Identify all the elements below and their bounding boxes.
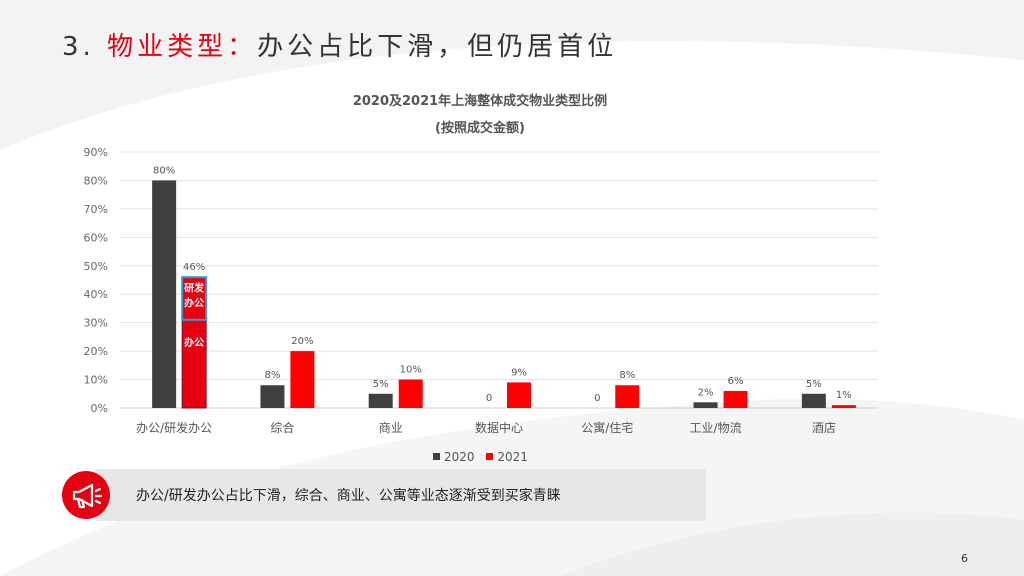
megaphone-icon (62, 471, 110, 519)
title-accent: 物业类型： (107, 32, 258, 62)
bar (801, 393, 826, 408)
x-tick-label: 综合 (270, 420, 294, 435)
y-tick-label: 40% (84, 288, 108, 301)
page-number: 6 (961, 552, 968, 565)
data-label: 2% (698, 387, 714, 398)
chart-title: 2020及2021年上海整体成交物业类型比例 (352, 94, 608, 109)
y-tick-label: 30% (84, 317, 108, 330)
takeaway-banner: 办公/研发办公占比下滑，综合、商业、公寓等业态逐渐受到买家青睐 (96, 469, 706, 521)
data-label: 0 (594, 393, 600, 404)
chart-subtitle: (按照成交金额) (435, 121, 525, 136)
legend-swatch-2021 (486, 453, 494, 460)
legend-label-2021: 2021 (497, 450, 528, 464)
x-tick-label: 酒店 (812, 421, 836, 435)
data-label: 8% (619, 370, 635, 381)
data-label: 9% (511, 367, 527, 378)
bar (723, 390, 748, 408)
y-tick-label: 10% (84, 374, 108, 387)
bar (615, 385, 640, 408)
x-tick-label: 办公/研发办公 (136, 420, 212, 435)
bar-segment-label: 研发 (184, 281, 205, 294)
bar (507, 382, 531, 408)
bar (260, 385, 285, 408)
data-label: 1% (836, 390, 852, 401)
data-label: 6% (728, 376, 744, 387)
x-tick-label: 商业 (379, 420, 403, 435)
data-label: 8% (264, 370, 280, 381)
bar-segment (181, 276, 208, 321)
data-label: 20% (291, 336, 313, 347)
bar-segment (181, 319, 207, 409)
data-label: 10% (400, 365, 422, 376)
bar (368, 393, 393, 408)
chart-legend: 2020 2021 (433, 450, 536, 464)
y-tick-label: 0% (91, 402, 108, 415)
legend-item-2021: 2021 (486, 450, 528, 464)
bar-segment-label: 办公 (184, 296, 204, 309)
title-rest: 办公占比下滑，但仍居首位 (257, 32, 618, 62)
bar (831, 405, 856, 408)
y-tick-label: 90% (84, 146, 108, 159)
data-label: 46% (183, 262, 205, 273)
data-label: 5% (373, 379, 389, 390)
title-number: 3. (62, 32, 95, 62)
bar (152, 180, 177, 408)
y-tick-label: 60% (84, 231, 108, 244)
legend-swatch-2020 (433, 453, 440, 460)
data-label: 0 (486, 393, 492, 404)
data-label: 80% (153, 165, 175, 176)
x-tick-label: 工业/物流 (690, 421, 742, 435)
legend-item-2020: 2020 (433, 450, 475, 464)
slide-title: 3. 物业类型：办公占比下滑，但仍居首位 (62, 26, 617, 63)
bar (693, 402, 718, 408)
y-tick-label: 70% (84, 203, 108, 216)
x-tick-label: 数据中心 (475, 420, 523, 435)
bar (290, 351, 315, 408)
bar (398, 379, 423, 408)
x-tick-label: 公寓/住宅 (581, 420, 633, 435)
y-tick-label: 50% (84, 260, 108, 273)
data-label: 5% (806, 379, 822, 390)
bar-segment-label: 办公 (184, 336, 204, 349)
y-tick-label: 20% (84, 345, 108, 358)
banner-text: 办公/研发办公占比下滑，综合、商业、公寓等业态逐渐受到买家青睐 (136, 488, 561, 504)
legend-label-2020: 2020 (444, 450, 475, 464)
y-tick-label: 80% (84, 174, 108, 187)
